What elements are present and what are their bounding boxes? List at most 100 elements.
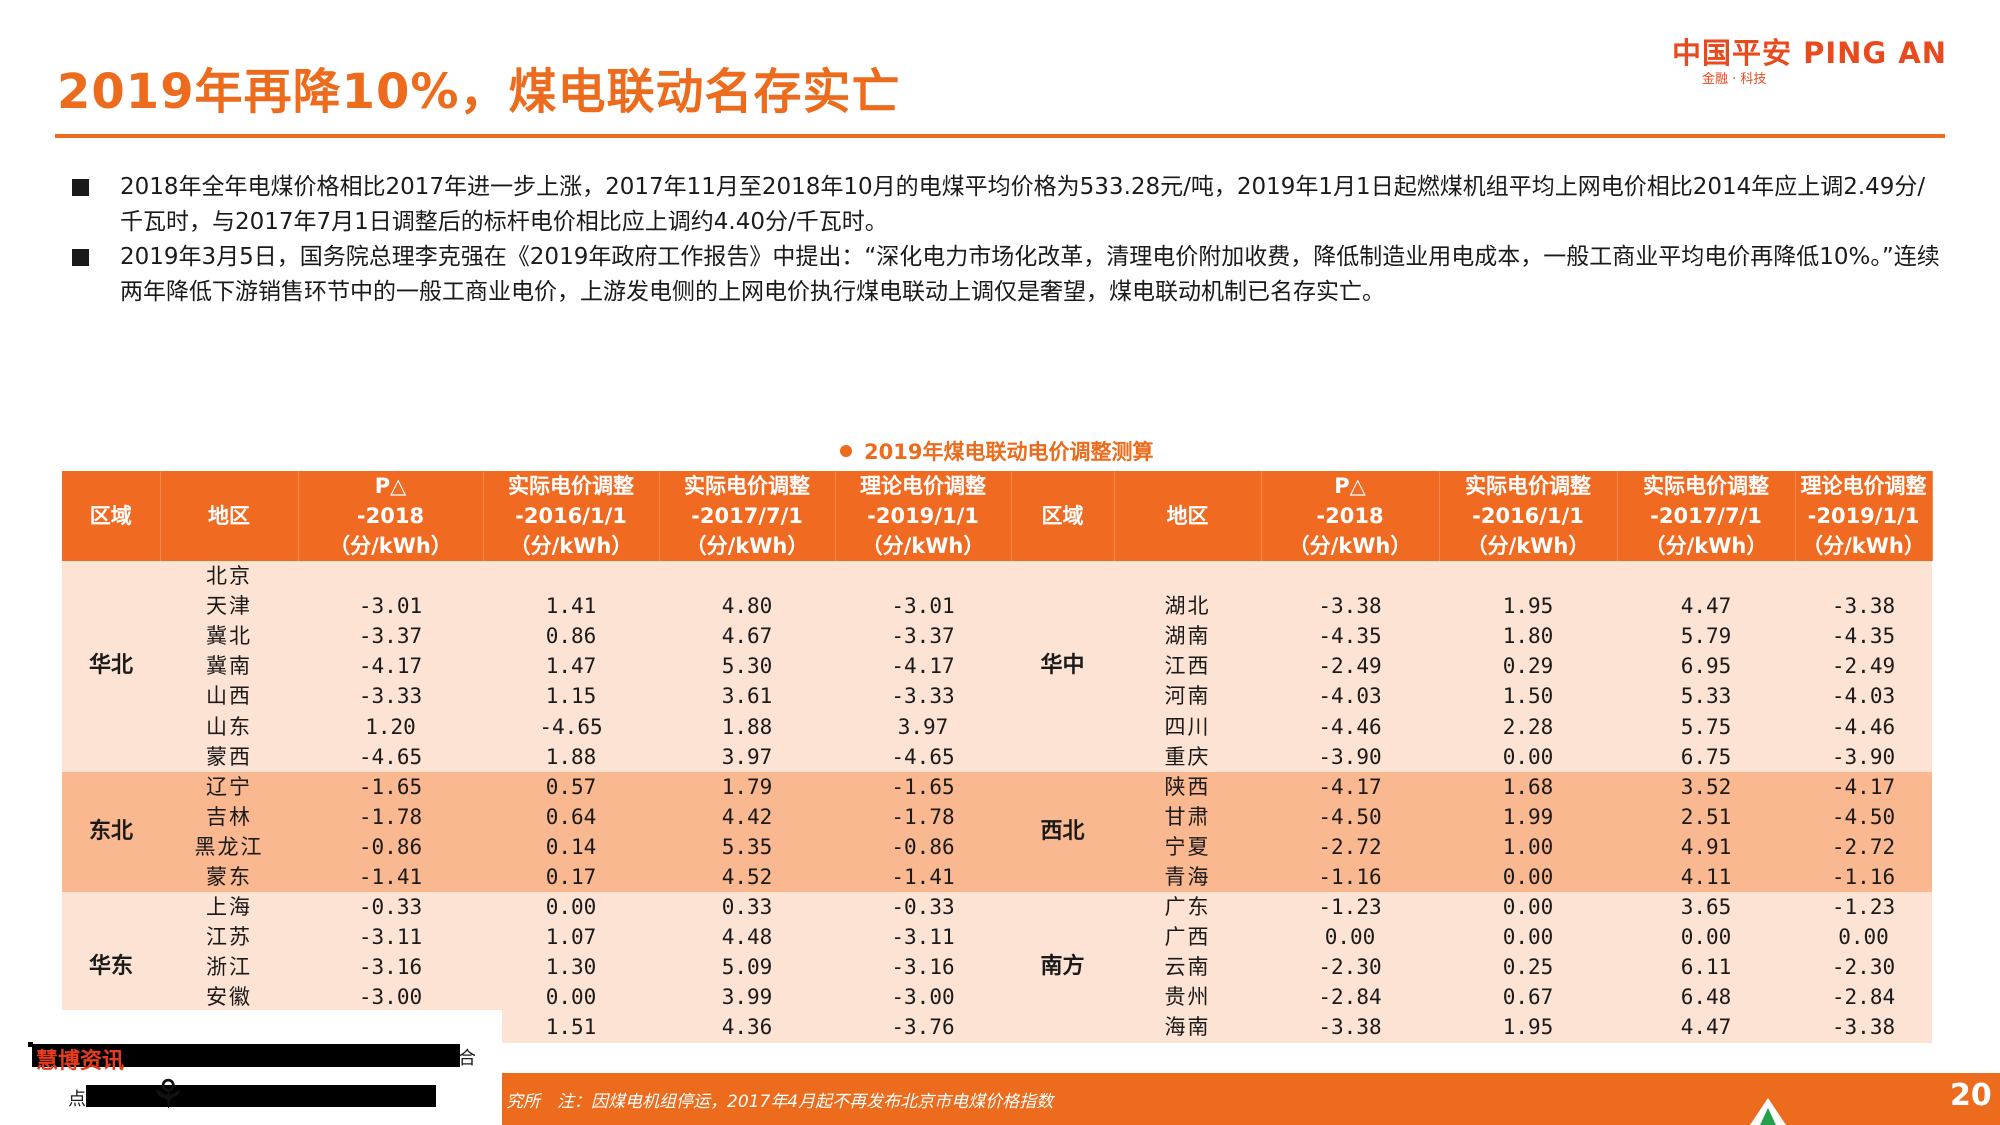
area-cell: 湖北 <box>1114 591 1261 622</box>
area-cell: 天津 <box>160 591 298 622</box>
actual-2016-cell: 0.00 <box>1439 741 1617 772</box>
header-p2018: P△ -2018 （分/kWh） <box>298 471 484 561</box>
actual-2017-cell: 4.47 <box>1617 1012 1795 1043</box>
table-row: 吉林 -1.78 0.64 4.42 -1.78 甘肃 -4.50 1.99 2.51 -4.50 <box>62 801 1932 832</box>
area-cell: 青海 <box>1114 861 1261 893</box>
table-row: 冀北 -3.37 0.86 4.67 -3.37 湖南 -4.35 1.80 5.79 -4.35 <box>62 621 1932 652</box>
actual-2016-cell: 1.41 <box>483 591 659 622</box>
area-cell: 海南 <box>1114 1012 1261 1043</box>
table-caption-text: 2019年煤电联动电价调整测算 <box>864 440 1154 464</box>
area-cell: 冀南 <box>160 651 298 682</box>
area-cell: 蒙西 <box>160 741 298 772</box>
actual-2016-cell: 0.17 <box>483 861 659 893</box>
theory-2019-cell <box>835 561 1011 592</box>
actual-2016-cell: 1.51 <box>483 1012 659 1043</box>
actual-2016-cell: 1.95 <box>1439 1012 1617 1043</box>
actual-2016-cell: 1.00 <box>1439 831 1617 862</box>
p2018-cell: -2.30 <box>1261 952 1439 983</box>
actual-2016-cell: 1.88 <box>483 741 659 772</box>
area-cell: 北京 <box>160 561 298 592</box>
table-row: 江苏 -3.11 1.07 4.48 -3.11 广西 0.00 0.00 0.00 0.00 <box>62 922 1932 953</box>
p2018-cell: -1.78 <box>298 801 483 832</box>
theory-2019-cell: -4.17 <box>1795 771 1932 802</box>
actual-2017-cell: 5.33 <box>1617 681 1795 712</box>
p2018-cell <box>298 561 483 592</box>
actual-2017-cell: 1.88 <box>659 711 835 742</box>
logo-wordmark: 中国平安 PING AN <box>1672 36 1948 70</box>
actual-2017-cell: 3.97 <box>659 741 835 772</box>
footer-tree-inner-icon <box>1760 1108 1776 1125</box>
p2018-cell: -3.38 <box>1261 591 1439 622</box>
area-cell: 冀北 <box>160 621 298 652</box>
header-p2018: P△ -2018 （分/kWh） <box>1261 471 1440 561</box>
area-cell: 湖南 <box>1114 621 1261 652</box>
p2018-cell: -4.35 <box>1261 621 1439 652</box>
actual-2017-cell: 6.75 <box>1617 741 1795 772</box>
actual-2017-cell: 3.99 <box>659 982 835 1013</box>
actual-2017-cell: 4.47 <box>1617 591 1795 622</box>
table-row: 东北 辽宁 -1.65 0.57 1.79 -1.65 西北 陕西 -4.17 1.68 3.52-… <box>62 771 1932 893</box>
p2018-cell: -1.41 <box>298 861 483 893</box>
theory-2019-cell <box>1795 561 1932 592</box>
actual-2016-cell: 0.64 <box>483 801 659 832</box>
area-cell: 江西 <box>1114 651 1261 682</box>
table-row: 蒙西 -4.65 1.88 3.97 -4.65 重庆 -3.90 0.00 6.75 -3.90 <box>62 741 1932 772</box>
actual-2016-cell <box>1439 561 1617 592</box>
actual-2017-cell: 4.42 <box>659 801 835 832</box>
table-header-row: 区域 地区 P△ -2018 （分/kWh） 实际电价调整 -2016/1/1 （分/k… <box>62 471 1933 561</box>
theory-2019-cell: -3.00 <box>835 982 1011 1013</box>
actual-2017-cell: 4.11 <box>1617 861 1795 893</box>
theory-2019-cell: -4.17 <box>835 651 1011 682</box>
actual-2017-cell: 6.48 <box>1617 982 1795 1013</box>
area-cell: 江苏 <box>160 922 298 953</box>
header-area: 地区 <box>1114 471 1262 561</box>
theory-2019-cell: 0.00 <box>1795 922 1932 953</box>
watermark-text: 慧博资讯 <box>36 1049 125 1074</box>
p2018-cell: -3.16 <box>298 952 483 983</box>
actual-2017-cell <box>1617 561 1795 592</box>
header-region: 区域 <box>62 471 161 561</box>
p2018-cell: -4.65 <box>298 741 483 772</box>
area-cell: 安徽 <box>160 982 298 1013</box>
table-body: 华北 北京 华中 天津 -3.01 1.41 4.80 -3.01 湖北 -3.38 1.95 4.4… <box>62 561 1932 1043</box>
actual-2017-cell: 0.33 <box>659 892 835 923</box>
actual-2017-cell: 4.67 <box>659 621 835 652</box>
page-number: 20 <box>1950 1078 1992 1113</box>
header-actual-2016: 实际电价调整 -2016/1/1 （分/kWh） <box>1439 471 1618 561</box>
actual-2016-cell: 2.28 <box>1439 711 1617 742</box>
actual-2017-cell: 4.52 <box>659 861 835 893</box>
p2018-cell: -4.03 <box>1261 681 1439 712</box>
theory-2019-cell: -2.30 <box>1795 952 1932 983</box>
region-cell: 西北 <box>1011 771 1114 893</box>
area-cell: 山东 <box>160 711 298 742</box>
p2018-cell: -2.49 <box>1261 651 1439 682</box>
theory-2019-cell: -4.03 <box>1795 681 1932 712</box>
area-cell: 浙江 <box>160 952 298 983</box>
header-area: 地区 <box>160 471 299 561</box>
theory-2019-cell: -3.16 <box>835 952 1011 983</box>
actual-2017-cell <box>659 561 835 592</box>
theory-2019-cell: -4.50 <box>1795 801 1932 832</box>
actual-2016-cell: 0.57 <box>483 771 659 802</box>
actual-2016-cell: 0.86 <box>483 621 659 652</box>
area-cell: 云南 <box>1114 952 1261 983</box>
header-actual-2017: 实际电价调整 -2017/7/1 （分/kWh） <box>659 471 836 561</box>
table-row: 天津 -3.01 1.41 4.80 -3.01 湖北 -3.38 1.95 4.47 -3.38 <box>62 591 1932 622</box>
bullet-dot-icon <box>840 445 852 457</box>
area-cell: 陕西 <box>1114 771 1261 802</box>
table-row: 华北 北京 华中 <box>62 561 1932 772</box>
table-row: 冀南 -4.17 1.47 5.30 -4.17 江西 -2.49 0.29 6.95 -2.49 <box>62 651 1932 682</box>
watermark-strip <box>32 1044 460 1067</box>
p2018-cell: -3.33 <box>298 681 483 712</box>
bullet-text: 2018年全年电煤价格相比2017年进一步上涨，2017年11月至2018年10… <box>120 174 1926 235</box>
actual-2016-cell: 1.68 <box>1439 771 1617 802</box>
actual-2016-cell: 0.00 <box>1439 922 1617 953</box>
bullet-item: 2018年全年电煤价格相比2017年进一步上涨，2017年11月至2018年10… <box>72 170 1942 240</box>
theory-2019-cell: -1.65 <box>835 771 1011 802</box>
actual-2016-cell <box>483 561 659 592</box>
header-region: 区域 <box>1011 471 1115 561</box>
actual-2016-cell: 1.15 <box>483 681 659 712</box>
area-cell: 广西 <box>1114 922 1261 953</box>
header-actual-2016: 实际电价调整 -2016/1/1 （分/kWh） <box>483 471 660 561</box>
p2018-cell: -3.90 <box>1261 741 1439 772</box>
